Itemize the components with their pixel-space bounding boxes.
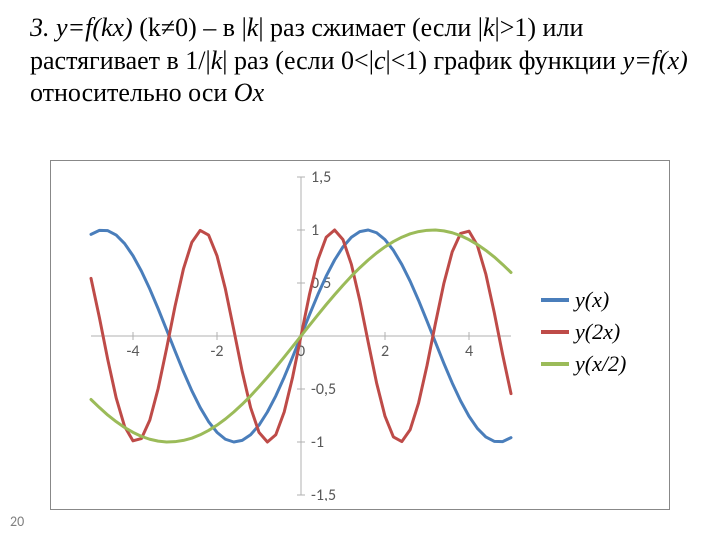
heading-eq1: y=f(kx) (56, 13, 133, 42)
legend-label: y(x/2) (575, 351, 626, 377)
legend-item: y(x) (541, 287, 661, 313)
y-tick-label: -1,5 (311, 486, 336, 501)
heading-ox: Ox (234, 78, 264, 107)
y-tick-label: -0,5 (311, 380, 336, 399)
plot-area: -4-2024-1,5-1-0,50,511,5 (61, 171, 521, 501)
chart: -4-2024-1,5-1-0,50,511,5 y(x)y(2x)y(x/2) (50, 160, 670, 510)
y-tick-label: -1 (311, 433, 324, 452)
legend-label: y(x) (575, 287, 609, 313)
heading-t6: относительно оси (30, 78, 234, 107)
legend-item: y(2x) (541, 319, 661, 345)
heading-t5: |<1) график функции (385, 46, 622, 75)
legend-swatch (541, 298, 569, 302)
page-number: 20 (10, 513, 24, 530)
x-tick-label: -2 (210, 342, 223, 361)
heading-k2: k (483, 13, 495, 42)
heading-c: c (374, 46, 386, 75)
heading-k3: k (211, 46, 223, 75)
y-tick-label: 1,5 (311, 171, 331, 187)
legend-swatch (541, 330, 569, 334)
x-tick-label: 4 (465, 342, 473, 361)
legend-item: y(x/2) (541, 351, 661, 377)
y-tick-label: 1 (311, 221, 319, 240)
heading-prefix: 3. (30, 13, 56, 42)
legend-label: y(2x) (575, 319, 620, 345)
x-tick-label: -4 (126, 342, 139, 361)
heading-t2: | раз сжимает (если | (258, 13, 483, 42)
plot-svg: -4-2024-1,5-1-0,50,511,5 (61, 171, 521, 501)
legend: y(x) y(2x) y(x/2) (541, 281, 661, 383)
heading-t1: (k≠0) – в | (133, 13, 247, 42)
heading: 3. y=f(kx) (k≠0) – в |k| раз сжимает (ес… (30, 12, 690, 110)
heading-t4: | раз (если 0<| (222, 46, 374, 75)
legend-swatch (541, 362, 569, 366)
heading-eq2: y=f(x) (623, 46, 688, 75)
slide: { "page_number": "20", "heading": { "pre… (0, 0, 720, 540)
x-tick-label: 2 (381, 342, 389, 361)
heading-k1: k (247, 13, 259, 42)
